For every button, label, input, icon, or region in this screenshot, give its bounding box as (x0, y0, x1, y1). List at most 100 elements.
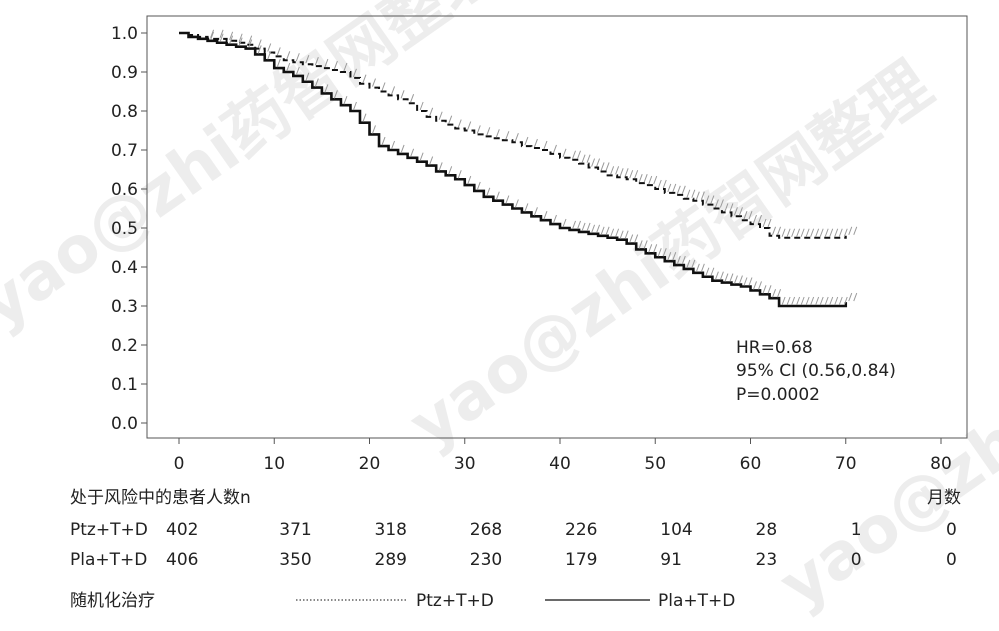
risk-table-cell: 268 (470, 520, 502, 540)
risk-table-cell: 350 (279, 550, 311, 570)
censor-mark (629, 170, 634, 179)
censor-mark (238, 33, 243, 42)
censor-mark (581, 222, 586, 232)
censor-mark (781, 228, 786, 237)
censor-mark (700, 263, 705, 273)
censor-mark (619, 230, 624, 239)
censor-mark (276, 58, 281, 68)
censor-mark (286, 51, 291, 60)
risk-table-cell: 318 (375, 520, 407, 540)
censor-mark (400, 144, 405, 154)
censor-mark (672, 251, 677, 261)
censor-mark (815, 296, 820, 306)
censor-mark (248, 35, 253, 44)
censor-mark (248, 39, 253, 48)
censor-mark (257, 39, 262, 48)
y-tick-label: 0.7 (111, 141, 138, 161)
risk-table-cell: 1 (851, 520, 862, 540)
risk-table-cell: 0 (946, 520, 957, 540)
censor-mark (219, 29, 224, 39)
censor-mark (410, 94, 415, 103)
censor-mark (796, 228, 801, 237)
censor-mark (295, 53, 300, 62)
ci-annotation: 95% CI (0.56,0.84) (736, 361, 896, 381)
censor-mark (724, 273, 729, 282)
y-tick-label: 0.8 (111, 102, 138, 122)
censor-mark (738, 275, 743, 284)
censor-mark (324, 58, 329, 68)
censor-mark (657, 179, 662, 189)
censor-mark (672, 183, 677, 193)
censor-mark (210, 31, 215, 40)
censor-mark (777, 289, 782, 298)
censor-mark (638, 240, 643, 249)
censor-mark (577, 220, 581, 230)
censor-mark (829, 228, 834, 237)
censor-mark (772, 289, 777, 298)
censor-mark (314, 56, 319, 66)
y-tick-label: 0.9 (111, 63, 138, 83)
censor-mark (686, 259, 691, 269)
censor-mark (748, 277, 753, 286)
y-tick-label: 0.4 (111, 258, 138, 278)
censor-mark (657, 248, 662, 257)
censor-mark (777, 226, 782, 235)
censor-mark (853, 226, 858, 235)
censor-marks (210, 29, 858, 306)
censor-mark (305, 72, 310, 81)
censor-mark (638, 173, 643, 183)
censor-mark (733, 207, 738, 216)
censor-mark (505, 195, 510, 204)
risk-table-cell: 289 (375, 550, 407, 570)
censor-mark (819, 228, 824, 237)
legend-title: 随机化治疗 (70, 591, 155, 611)
censor-mark (419, 101, 424, 111)
censor-mark (829, 296, 834, 306)
censor-mark (343, 95, 348, 105)
censor-mark (391, 86, 396, 95)
risk-table-cell: 230 (470, 550, 502, 570)
censor-mark (624, 168, 629, 177)
censor-mark (843, 296, 848, 306)
censor-mark (581, 154, 586, 163)
censor-mark (848, 292, 853, 302)
censor-mark (219, 33, 224, 42)
censor-mark (686, 189, 691, 198)
censor-mark (824, 228, 829, 237)
risk-row-label-ptz: Ptz+T+D (70, 520, 148, 540)
censor-mark (767, 218, 772, 228)
risk-table-cell: 91 (660, 550, 682, 570)
censor-mark (615, 228, 620, 237)
censor-mark (800, 296, 805, 306)
censor-mark (457, 119, 462, 128)
censor-mark (448, 166, 453, 175)
censor-mark (410, 148, 415, 157)
censor-mark (681, 255, 686, 265)
censor-mark (729, 273, 734, 282)
x-tick-label: 20 (359, 454, 381, 474)
censor-mark (819, 296, 824, 306)
censor-mark (343, 62, 348, 72)
censor-mark (524, 203, 529, 212)
censor-mark (267, 43, 272, 52)
censor-mark (438, 111, 443, 120)
censor-mark (295, 66, 300, 76)
series-line-pla (179, 31, 848, 308)
censor-mark (815, 228, 820, 237)
censor-mark (505, 131, 510, 140)
censor-mark (543, 140, 548, 150)
censor-mark (577, 150, 581, 159)
censor-mark (476, 181, 481, 191)
censor-mark (700, 191, 705, 200)
censor-mark (724, 203, 729, 212)
censor-mark (838, 228, 843, 237)
p-value-annotation: P=0.0002 (736, 385, 820, 405)
x-tick-label: 30 (454, 454, 476, 474)
censor-mark (553, 144, 557, 154)
censor-mark (562, 148, 567, 157)
censor-mark (834, 228, 839, 237)
censor-mark (805, 228, 810, 237)
censor-mark (667, 251, 672, 261)
censor-mark (653, 244, 658, 253)
